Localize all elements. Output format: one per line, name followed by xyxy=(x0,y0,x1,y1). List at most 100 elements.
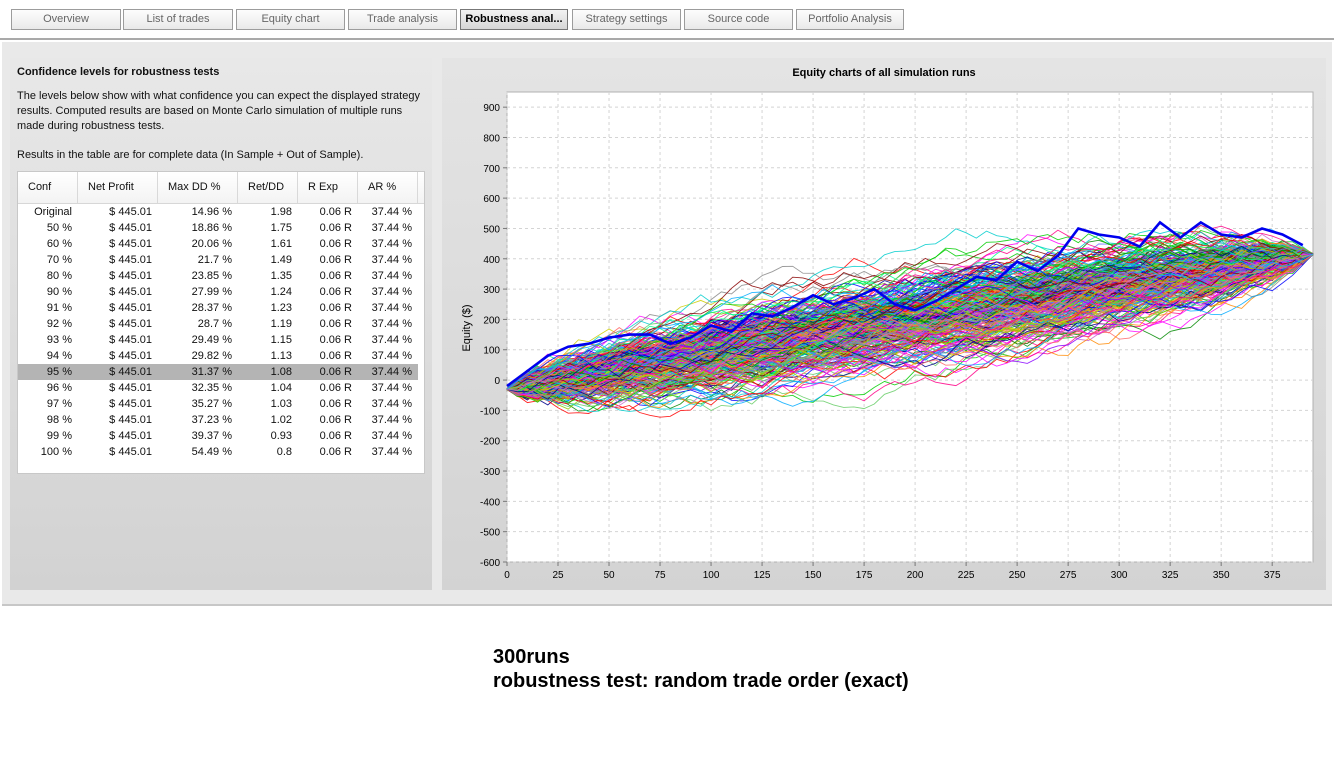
tab-robustness-analysis[interactable]: Robustness anal... xyxy=(460,9,568,30)
simulation-run-line xyxy=(506,237,1314,390)
table-cell: 27.99 % xyxy=(191,286,232,298)
table-cell: 97 % xyxy=(46,398,72,410)
tick-label-y: 200 xyxy=(483,315,500,326)
column-header-ar[interactable]: AR % xyxy=(358,172,418,203)
table-row[interactable]: 100 % $ 445.01 54.49 % 0.8 0.06 R 37.44 % xyxy=(18,444,418,460)
table-cell: 0.06 R xyxy=(319,222,352,234)
table-row[interactable]: 60 % $ 445.01 20.06 % 1.61 0.06 R 37.44 % xyxy=(18,236,418,252)
table-cell: 37.44 % xyxy=(371,350,412,362)
confidence-note: Results in the table are for complete da… xyxy=(17,149,364,161)
simulation-runs xyxy=(506,224,1314,418)
table-cell: 50 % xyxy=(46,222,72,234)
table-cell: $ 445.01 xyxy=(109,382,152,394)
table-cell: 32.35 % xyxy=(191,382,232,394)
confidence-table: Conf Net Profit Max DD % Ret/DD R Exp AR… xyxy=(17,171,425,474)
table-cell: $ 445.01 xyxy=(109,334,152,346)
tick-label-x: 225 xyxy=(958,570,975,581)
column-header-max-dd[interactable]: Max DD % xyxy=(158,172,238,203)
tab-strategy-settings[interactable]: Strategy settings xyxy=(572,9,681,30)
simulation-run-line xyxy=(506,253,1314,390)
tick-label-y: 500 xyxy=(483,224,500,235)
table-cell: $ 445.01 xyxy=(109,238,152,250)
table-cell: 37.44 % xyxy=(371,270,412,282)
column-header-ret-dd[interactable]: Ret/DD xyxy=(238,172,298,203)
table-cell: 37.44 % xyxy=(371,446,412,458)
tab-portfolio-analysis[interactable]: Portfolio Analysis xyxy=(796,9,904,30)
caption-test-name: robustness test: random trade order (exa… xyxy=(493,670,909,692)
table-cell: 1.15 xyxy=(270,334,292,346)
table-row[interactable]: 93 % $ 445.01 29.49 % 1.15 0.06 R 37.44 % xyxy=(18,332,418,348)
table-cell: Original xyxy=(34,206,72,218)
table-cell: 29.49 % xyxy=(191,334,232,346)
tick-label-y: -100 xyxy=(480,406,500,417)
table-cell: 1.49 xyxy=(270,254,292,266)
simulation-run-line xyxy=(506,253,1314,409)
table-cell: 98 % xyxy=(46,414,72,426)
table-row[interactable]: 98 % $ 445.01 37.23 % 1.02 0.06 R 37.44 % xyxy=(18,412,418,428)
table-row[interactable]: 97 % $ 445.01 35.27 % 1.03 0.06 R 37.44 % xyxy=(18,396,418,412)
tick-label-y: -200 xyxy=(480,437,500,448)
table-row[interactable]: 95 % $ 445.01 31.37 % 1.08 0.06 R 37.44 % xyxy=(18,364,418,380)
tick-label-y: 0 xyxy=(494,376,500,387)
tab-overview[interactable]: Overview xyxy=(11,9,121,30)
tick-label-x: 325 xyxy=(1162,570,1179,581)
tab-separator xyxy=(0,38,1334,40)
table-cell: $ 445.01 xyxy=(109,270,152,282)
table-cell: 1.24 xyxy=(270,286,292,298)
tick-label-x: 250 xyxy=(1009,570,1026,581)
table-cell: 60 % xyxy=(46,238,72,250)
table-cell: 0.06 R xyxy=(319,350,352,362)
simulation-run-line xyxy=(506,245,1314,393)
table-cell: 37.23 % xyxy=(191,414,232,426)
table-row[interactable]: 99 % $ 445.01 39.37 % 0.93 0.06 R 37.44 % xyxy=(18,428,418,444)
tick-label-x: 150 xyxy=(805,570,822,581)
chart-axes: -600-500-400-300-200-1000100200300400500… xyxy=(480,103,1281,581)
table-cell: $ 445.01 xyxy=(109,430,152,442)
simulation-run-line xyxy=(506,253,1314,394)
confidence-panel: Confidence levels for robustness tests T… xyxy=(10,58,432,590)
column-header-net-profit[interactable]: Net Profit xyxy=(78,172,158,203)
tick-label-y: -400 xyxy=(480,497,500,508)
simulation-run-line xyxy=(506,253,1314,390)
table-cell: $ 445.01 xyxy=(109,414,152,426)
table-row[interactable]: 80 % $ 445.01 23.85 % 1.35 0.06 R 37.44 % xyxy=(18,268,418,284)
table-cell: 0.93 xyxy=(270,430,292,442)
tick-label-y: 800 xyxy=(483,133,500,144)
column-header-r-exp[interactable]: R Exp xyxy=(298,172,358,203)
y-axis-label: Equity ($) xyxy=(461,304,473,351)
table-cell: 96 % xyxy=(46,382,72,394)
table-cell: 1.04 xyxy=(270,382,292,394)
tick-label-x: 350 xyxy=(1213,570,1230,581)
tick-label-x: 75 xyxy=(654,570,666,581)
simulation-run-line xyxy=(506,253,1314,397)
table-cell: 99 % xyxy=(46,430,72,442)
tab-source-code[interactable]: Source code xyxy=(684,9,793,30)
tick-label-x: 0 xyxy=(504,570,510,581)
table-cell: 0.8 xyxy=(276,446,292,458)
table-cell: $ 445.01 xyxy=(109,350,152,362)
tick-label-x: 50 xyxy=(603,570,615,581)
table-cell: 0.06 R xyxy=(319,366,352,378)
table-row[interactable]: 91 % $ 445.01 28.37 % 1.23 0.06 R 37.44 % xyxy=(18,300,418,316)
table-row[interactable]: 92 % $ 445.01 28.7 % 1.19 0.06 R 37.44 % xyxy=(18,316,418,332)
column-header-conf[interactable]: Conf xyxy=(18,172,78,203)
table-cell: 0.06 R xyxy=(319,286,352,298)
tab-list-of-trades[interactable]: List of trades xyxy=(123,9,233,30)
table-row[interactable]: 70 % $ 445.01 21.7 % 1.49 0.06 R 37.44 % xyxy=(18,252,418,268)
tab-equity-chart[interactable]: Equity chart xyxy=(236,9,345,30)
simulation-run-line xyxy=(506,249,1314,390)
table-row[interactable]: 94 % $ 445.01 29.82 % 1.13 0.06 R 37.44 % xyxy=(18,348,418,364)
table-cell: 37.44 % xyxy=(371,398,412,410)
table-header: Conf Net Profit Max DD % Ret/DD R Exp AR… xyxy=(18,172,424,204)
table-cell: 37.44 % xyxy=(371,414,412,426)
table-row[interactable]: Original $ 445.01 14.96 % 1.98 0.06 R 37.44 % xyxy=(18,204,418,220)
tab-trade-analysis[interactable]: Trade analysis xyxy=(348,9,457,30)
table-cell: 100 % xyxy=(40,446,72,458)
table-row[interactable]: 90 % $ 445.01 27.99 % 1.24 0.06 R 37.44 % xyxy=(18,284,418,300)
table-row[interactable]: 96 % $ 445.01 32.35 % 1.04 0.06 R 37.44 % xyxy=(18,380,418,396)
tab-bar: Overview List of trades Equity chart Tra… xyxy=(0,0,1334,38)
table-row[interactable]: 50 % $ 445.01 18.86 % 1.75 0.06 R 37.44 % xyxy=(18,220,418,236)
table-cell: 37.44 % xyxy=(371,382,412,394)
tick-label-y: 100 xyxy=(483,346,500,357)
table-cell: $ 445.01 xyxy=(109,302,152,314)
